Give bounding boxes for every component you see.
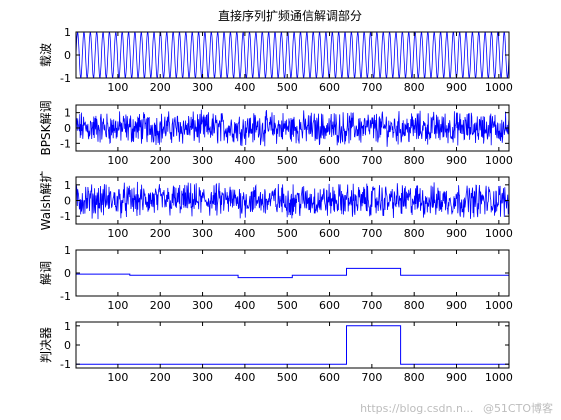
x-tick-label: 800 <box>404 299 425 312</box>
x-tick-label: 1000 <box>485 371 513 384</box>
x-tick-label: 600 <box>319 227 340 240</box>
watermark-brand: @51CTO博客 <box>482 402 553 415</box>
y-tick-label: -1 <box>60 210 71 223</box>
subplot-3: 100 200 300 400 500 600 700 800 900 1000 -1 0 1 Walsh… <box>39 171 513 240</box>
watermark-url: https://blog.csdn.n... <box>360 402 474 415</box>
x-tick-label: 200 <box>150 154 171 167</box>
x-tick-label: 700 <box>361 371 382 384</box>
x-tick-label: 300 <box>192 154 213 167</box>
y-tick-label: -1 <box>60 358 71 371</box>
y-axis-label-1: 载波 <box>39 43 53 67</box>
axes-box-4 <box>75 249 510 297</box>
x-tick-label: 500 <box>277 154 298 167</box>
subplots: 100 200 300 400 500 600 700 800 900 1000-101载波100… <box>39 26 513 384</box>
x-tick-label: 1000 <box>485 154 513 167</box>
y-tick-label: 0 <box>64 267 71 280</box>
x-tick-label: 800 <box>404 154 425 167</box>
x-tick-label: 800 <box>404 81 425 94</box>
x-tick-label: 900 <box>446 227 467 240</box>
x-tick-label: 300 <box>192 371 213 384</box>
series-line-3 <box>76 181 509 220</box>
subplot-4: 100 200 300 400 500 600 700 800 900 1000 -1 0 1 解调 <box>39 244 513 312</box>
x-tick-label: 500 <box>277 81 298 94</box>
y-tick-label: 1 <box>64 26 71 39</box>
axes-box-5 <box>75 321 510 369</box>
watermark: https://blog.csdn.n... @51CTO博客 <box>354 400 553 416</box>
x-tick-label: 400 <box>234 81 255 94</box>
y-tick-label: 0 <box>64 122 71 135</box>
x-tick-label: 700 <box>361 299 382 312</box>
x-tick-label: 100 <box>107 227 128 240</box>
x-tick-label: 100 <box>107 81 128 94</box>
x-tick-label: 400 <box>234 227 255 240</box>
y-tick-label: 0 <box>64 195 71 208</box>
x-tick-label: 800 <box>404 371 425 384</box>
x-tick-label: 300 <box>192 227 213 240</box>
x-tick-label: 600 <box>319 371 340 384</box>
x-tick-label: 200 <box>150 227 171 240</box>
x-tick-label: 200 <box>150 81 171 94</box>
x-tick-label: 600 <box>319 81 340 94</box>
x-tick-label: 900 <box>446 299 467 312</box>
subplot-1: 100 200 300 400 500 600 700 800 900 1000 -1 0 1 载波 <box>39 26 513 94</box>
y-axis-label-4: 解调 <box>39 261 53 285</box>
y-tick-label: 1 <box>64 179 71 192</box>
x-tick-label: 600 <box>319 154 340 167</box>
y-tick-label: 0 <box>64 49 71 62</box>
y-tick-label: -1 <box>60 290 71 303</box>
series-line-4 <box>76 267 509 279</box>
x-tick-label: 300 <box>192 299 213 312</box>
x-tick-label: 600 <box>319 299 340 312</box>
x-tick-label: 1000 <box>485 299 513 312</box>
y-tick-label: 1 <box>64 320 71 333</box>
x-tick-label: 200 <box>150 299 171 312</box>
x-tick-label: 400 <box>234 299 255 312</box>
x-tick-label: 500 <box>277 227 298 240</box>
y-axis-label-2: BPSK解调 <box>39 101 53 156</box>
x-tick-label: 800 <box>404 227 425 240</box>
series-line-1 <box>76 32 509 78</box>
series-line-2 <box>76 109 509 147</box>
x-tick-label: 400 <box>234 371 255 384</box>
y-tick-label: 1 <box>64 244 71 257</box>
x-tick-label: 400 <box>234 154 255 167</box>
x-tick-label: 900 <box>446 371 467 384</box>
x-tick-label: 1000 <box>485 227 513 240</box>
y-axis-label-5: 判决器 <box>39 327 53 363</box>
y-axis-label-3: Walsh解扩 <box>39 171 53 231</box>
x-tick-label: 900 <box>446 154 467 167</box>
subplot-2: 100 200 300 400 500 600 700 800 900 1000 -1 0 1 BPSK解… <box>39 101 513 167</box>
x-tick-label: 100 <box>107 371 128 384</box>
x-tick-label: 100 <box>107 154 128 167</box>
x-tick-label: 500 <box>277 371 298 384</box>
x-tick-label: 200 <box>150 371 171 384</box>
y-tick-label: -1 <box>60 72 71 85</box>
x-tick-label: 700 <box>361 227 382 240</box>
x-tick-label: 1000 <box>485 81 513 94</box>
x-tick-label: 300 <box>192 81 213 94</box>
x-tick-label: 700 <box>361 154 382 167</box>
subplot-5: 100 200 300 400 500 600 700 800 900 1000 -1 0 1 判决器 <box>39 320 513 384</box>
x-tick-label: 100 <box>107 299 128 312</box>
x-tick-label: 900 <box>446 81 467 94</box>
x-tick-label: 500 <box>277 299 298 312</box>
series-line-5 <box>76 325 509 365</box>
x-tick-label: 700 <box>361 81 382 94</box>
y-tick-label: -1 <box>60 137 71 150</box>
y-tick-label: 1 <box>64 107 71 120</box>
y-tick-label: 0 <box>64 339 71 352</box>
chart-title: 直接序列扩频通信解调部分 <box>218 8 362 23</box>
